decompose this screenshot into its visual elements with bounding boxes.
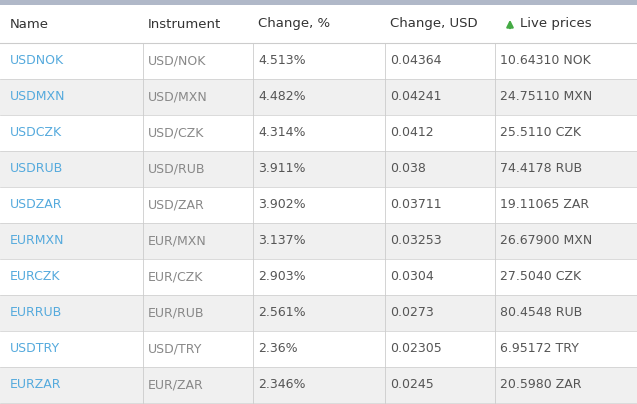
Bar	[0, 151, 637, 187]
Text: 3.902%: 3.902%	[258, 198, 306, 212]
Text: USD/ZAR: USD/ZAR	[148, 198, 204, 212]
Text: Change, USD: Change, USD	[390, 17, 478, 30]
Text: USDRUB: USDRUB	[10, 162, 63, 175]
Text: 19.11065 ZAR: 19.11065 ZAR	[500, 198, 589, 212]
Bar	[0, 79, 637, 115]
Text: 3.137%: 3.137%	[258, 234, 306, 248]
Text: EUR/CZK: EUR/CZK	[148, 271, 203, 284]
Text: EURMXN: EURMXN	[10, 234, 64, 248]
Text: 0.02305: 0.02305	[390, 343, 441, 356]
Text: USDTRY: USDTRY	[10, 343, 60, 356]
Text: 0.03253: 0.03253	[390, 234, 441, 248]
Text: 20.5980 ZAR: 20.5980 ZAR	[500, 379, 582, 391]
Text: 10.64310 NOK: 10.64310 NOK	[500, 55, 590, 67]
Text: EURZAR: EURZAR	[10, 379, 62, 391]
Text: 4.482%: 4.482%	[258, 90, 306, 103]
Text: 80.4548 RUB: 80.4548 RUB	[500, 307, 582, 320]
Text: EUR/ZAR: EUR/ZAR	[148, 379, 204, 391]
Text: 27.5040 CZK: 27.5040 CZK	[500, 271, 581, 284]
Text: 0.038: 0.038	[390, 162, 426, 175]
Text: USD/MXN: USD/MXN	[148, 90, 208, 103]
Text: EURRUB: EURRUB	[10, 307, 62, 320]
Text: EUR/RUB: EUR/RUB	[148, 307, 204, 320]
Text: USD/CZK: USD/CZK	[148, 126, 204, 139]
Text: EURCZK: EURCZK	[10, 271, 61, 284]
Bar	[0, 187, 637, 223]
Text: 2.903%: 2.903%	[258, 271, 306, 284]
Text: USDNOK: USDNOK	[10, 55, 64, 67]
Text: 0.04241: 0.04241	[390, 90, 441, 103]
Text: 6.95172 TRY: 6.95172 TRY	[500, 343, 579, 356]
Text: 26.67900 MXN: 26.67900 MXN	[500, 234, 592, 248]
Text: USDZAR: USDZAR	[10, 198, 62, 212]
Bar	[0, 5, 637, 43]
Text: 0.0304: 0.0304	[390, 271, 434, 284]
Text: 74.4178 RUB: 74.4178 RUB	[500, 162, 582, 175]
Text: 2.36%: 2.36%	[258, 343, 297, 356]
Text: 0.04364: 0.04364	[390, 55, 441, 67]
Bar	[0, 43, 637, 79]
Text: 2.346%: 2.346%	[258, 379, 306, 391]
Text: USD/NOK: USD/NOK	[148, 55, 206, 67]
Text: 0.0412: 0.0412	[390, 126, 434, 139]
Text: 25.5110 CZK: 25.5110 CZK	[500, 126, 581, 139]
Text: Live prices: Live prices	[520, 17, 592, 30]
Text: 0.0245: 0.0245	[390, 379, 434, 391]
Text: 4.513%: 4.513%	[258, 55, 306, 67]
Text: USDMXN: USDMXN	[10, 90, 66, 103]
Text: 0.03711: 0.03711	[390, 198, 441, 212]
Text: 24.75110 MXN: 24.75110 MXN	[500, 90, 592, 103]
Text: 4.314%: 4.314%	[258, 126, 306, 139]
Bar	[0, 331, 637, 367]
Text: 2.561%: 2.561%	[258, 307, 306, 320]
Bar	[0, 367, 637, 403]
Text: EUR/MXN: EUR/MXN	[148, 234, 207, 248]
Text: Change, %: Change, %	[258, 17, 330, 30]
Bar	[0, 115, 637, 151]
Bar	[0, 259, 637, 295]
Text: USDCZK: USDCZK	[10, 126, 62, 139]
Text: USD/TRY: USD/TRY	[148, 343, 203, 356]
Bar	[0, 0, 637, 5]
Text: 3.911%: 3.911%	[258, 162, 306, 175]
Bar	[0, 223, 637, 259]
Text: 0.0273: 0.0273	[390, 307, 434, 320]
Bar	[0, 295, 637, 331]
Text: Name: Name	[10, 17, 49, 30]
Text: USD/RUB: USD/RUB	[148, 162, 206, 175]
Text: Instrument: Instrument	[148, 17, 221, 30]
